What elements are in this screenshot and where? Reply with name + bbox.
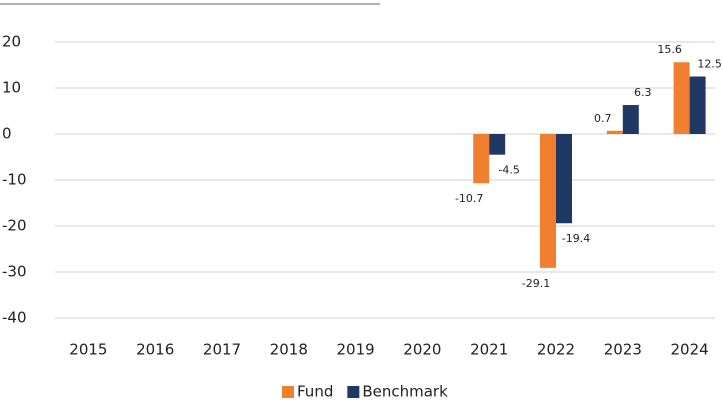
bar	[556, 134, 572, 224]
y-tick-label: 0	[2, 125, 12, 143]
x-tick-label: 2022	[537, 341, 575, 359]
bar	[473, 134, 490, 184]
data-label: 15.6	[657, 43, 682, 56]
x-tick-label: 2020	[403, 341, 441, 359]
x-tick-label: 2017	[203, 341, 241, 359]
y-tick-label: -30	[2, 263, 27, 281]
x-tick-label: 2021	[470, 341, 508, 359]
x-tick-label: 2015	[69, 341, 107, 359]
x-tick-label: 2024	[671, 341, 709, 359]
bar	[689, 76, 706, 134]
bar	[489, 134, 506, 155]
data-label: 0.7	[594, 112, 612, 125]
x-tick-label: 2023	[604, 341, 642, 359]
y-tick-label: 20	[2, 33, 21, 51]
bar	[606, 130, 623, 134]
y-tick-label: -10	[2, 171, 27, 189]
legend-swatch	[282, 386, 294, 398]
data-label: -10.7	[455, 192, 483, 205]
y-tick-label: -20	[2, 217, 27, 235]
y-tick-label: 10	[2, 79, 21, 97]
x-tick-label: 2018	[270, 341, 308, 359]
data-label: 12.5	[697, 58, 722, 71]
x-tick-label: 2016	[136, 341, 174, 359]
x-tick-label: 2019	[337, 341, 375, 359]
legend-label: Benchmark	[362, 383, 448, 400]
legend-swatch	[347, 386, 360, 398]
bar	[622, 105, 639, 134]
data-label: -4.5	[498, 164, 519, 177]
data-label: -19.4	[562, 232, 590, 245]
data-label: 6.3	[634, 86, 652, 99]
legend-label: Fund	[297, 383, 333, 400]
bar	[673, 62, 690, 134]
data-label: -29.1	[522, 277, 550, 290]
y-tick-label: -40	[2, 309, 27, 327]
bar	[540, 134, 556, 268]
